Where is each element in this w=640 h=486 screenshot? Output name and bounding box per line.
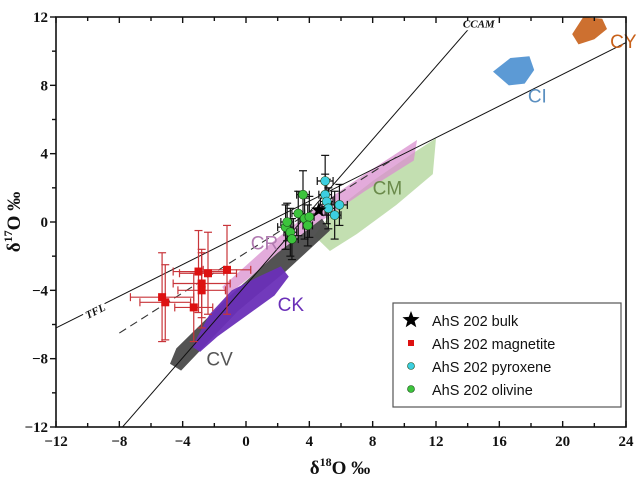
y-tick-label: 4 [41,147,49,163]
olivine-point [298,189,308,200]
olivine-point [302,220,313,231]
legend-marker-pyroxene-circle-icon [407,362,415,370]
y-tick-label: 8 [41,78,49,94]
x-tick-label: −4 [175,434,192,450]
x-tick-label: 12 [429,434,444,450]
olivine-point [293,208,304,219]
legend-marker-magnetite-square-icon [408,340,414,346]
data-points [129,154,348,343]
magnetite-point [223,265,231,274]
magnetite-point [197,286,206,295]
field-label-cm: CM [373,179,403,200]
legend-label-bulk: AhS 202 bulk [432,314,519,330]
legend-marker-bulk-star-icon [402,311,420,328]
field-label-ci: CI [528,86,547,107]
field-ck [192,266,289,352]
legend-label-magnetite: AhS 202 magnetite [432,337,555,353]
field-cm [314,138,436,252]
x-tick-label: −12 [44,434,68,450]
magnetite-point [204,269,212,278]
field-label-cr: CR [251,233,278,254]
y-tick-label: −12 [24,420,48,436]
magnetite-point [161,298,170,307]
olivine-point [287,234,297,244]
x-tick-label: 4 [306,434,314,450]
field-labels: CY CI CM CR CK CV TFL CCAM [81,17,637,371]
y-tick-label: 0 [41,215,49,231]
field-label-cv: CV [206,350,233,371]
y-tick-label: −8 [32,352,48,368]
x-tick-label: 8 [369,434,377,450]
field-ci [493,56,535,86]
pyroxene-point [329,210,340,220]
legend-label-pyroxene: AhS 202 pyroxene [432,360,551,376]
field-cr [222,140,417,296]
legend: AhS 202 bulk AhS 202 magnetite AhS 202 pyr… [392,302,622,408]
x-tick-label: 24 [619,434,635,450]
ccam-line-label: CCAM [463,18,496,30]
tfl-label-group: TFL [81,300,109,322]
magnetite-point [197,279,206,288]
magnetite-point [158,293,167,302]
ccam-label-background [459,17,502,31]
x-tick-label: 20 [555,434,570,450]
x-axis-title: δ18O ‰ [310,455,370,479]
y-tick-label: −4 [32,283,49,299]
field-cy [572,17,607,45]
bulk-point [311,202,327,217]
ccam-label-group: CCAM [459,17,502,31]
tfl-label-background [81,300,109,322]
legend-label-olivine: AhS 202 olivine [432,383,533,399]
axes: −12 −8 −4 0 4 8 12 16 20 24 −12 −8 −4 0 4 8 12 [24,10,634,450]
x-tick-label: 16 [492,434,508,450]
legend-box [392,302,622,408]
olivine-point [304,212,315,222]
x-tick-label: 0 [242,434,250,450]
x-tick-label: −8 [111,434,127,450]
magnetite-point [189,303,198,312]
y-tick-label: 12 [33,10,48,26]
y-axis-title: δ17O ‰ [1,192,25,252]
legend-items: AhS 202 bulk AhS 202 magnetite AhS 202 pyr… [402,311,555,399]
reference-line-tfl [56,42,626,329]
olivine-point [282,217,292,227]
field-label-ck: CK [278,295,305,316]
magnetite-point [194,267,203,276]
field-label-cy: CY [610,32,637,53]
pyroxene-point [320,176,330,186]
pyroxene-point [334,200,345,210]
legend-marker-olivine-circle-icon [407,385,415,393]
